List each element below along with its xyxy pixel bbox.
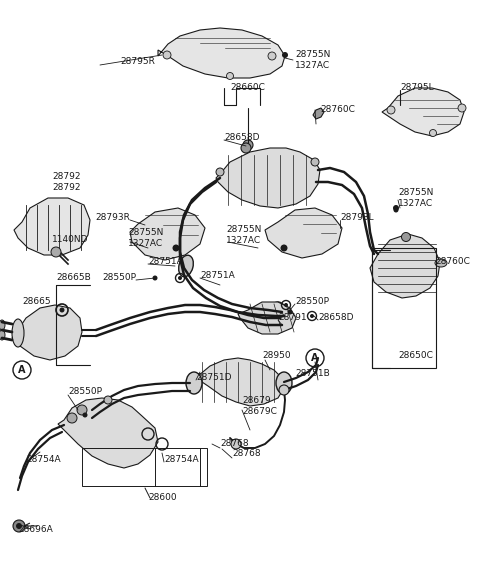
Polygon shape (158, 28, 285, 78)
Text: A: A (18, 365, 26, 375)
Text: 28600: 28600 (148, 494, 177, 502)
Text: 28793R: 28793R (95, 214, 130, 222)
Bar (82, 448, 207, 486)
Circle shape (387, 106, 395, 114)
Circle shape (284, 303, 288, 307)
Text: 28658D: 28658D (224, 133, 260, 143)
Circle shape (393, 205, 399, 211)
Polygon shape (14, 198, 90, 255)
Text: 28755N
1327AC: 28755N 1327AC (295, 50, 330, 70)
Circle shape (13, 361, 31, 379)
Text: 28650C: 28650C (398, 350, 433, 359)
Text: 28665B: 28665B (56, 274, 91, 282)
Text: 28768: 28768 (220, 440, 249, 448)
Circle shape (227, 73, 233, 79)
Text: 28760C: 28760C (435, 258, 470, 266)
Text: 28751A: 28751A (200, 271, 235, 279)
Text: 28751A: 28751A (148, 258, 183, 266)
Circle shape (104, 396, 112, 404)
Circle shape (401, 232, 410, 241)
Circle shape (77, 405, 87, 415)
Ellipse shape (12, 319, 24, 347)
Circle shape (279, 385, 289, 395)
Text: 28550P: 28550P (68, 387, 102, 396)
Text: 28751B: 28751B (295, 369, 330, 379)
Circle shape (67, 413, 77, 423)
Text: 28550P: 28550P (102, 274, 136, 282)
Text: 28755N
1327AC: 28755N 1327AC (128, 228, 163, 248)
Text: 1140ND: 1140ND (52, 235, 88, 245)
Circle shape (280, 245, 288, 251)
Ellipse shape (0, 330, 5, 340)
Circle shape (231, 439, 241, 449)
Text: 28660C: 28660C (230, 83, 265, 93)
Circle shape (241, 143, 251, 153)
Text: 28751D: 28751D (196, 373, 231, 383)
Ellipse shape (276, 372, 292, 394)
Ellipse shape (435, 259, 447, 267)
Bar (372, 248, 436, 368)
Text: 28658D: 28658D (318, 313, 353, 322)
Text: 28791: 28791 (278, 313, 307, 322)
Text: 28795R: 28795R (120, 58, 155, 66)
Circle shape (394, 207, 398, 212)
Polygon shape (12, 305, 82, 360)
Polygon shape (192, 358, 284, 406)
Text: 28755N
1327AC: 28755N 1327AC (226, 225, 262, 245)
Text: A: A (311, 353, 319, 363)
Circle shape (163, 51, 171, 59)
Text: 28665: 28665 (22, 298, 50, 306)
Text: 28793L: 28793L (340, 214, 373, 222)
Circle shape (458, 104, 466, 112)
Text: 28550P: 28550P (295, 298, 329, 306)
Circle shape (13, 520, 25, 532)
Circle shape (306, 349, 324, 367)
Circle shape (16, 523, 22, 529)
Polygon shape (216, 148, 320, 208)
Circle shape (282, 52, 288, 58)
Text: 28768: 28768 (232, 450, 261, 458)
Ellipse shape (270, 302, 286, 322)
Circle shape (51, 247, 61, 257)
Circle shape (216, 168, 224, 176)
Circle shape (268, 52, 276, 60)
Polygon shape (313, 108, 324, 119)
Polygon shape (370, 234, 440, 298)
Text: 28754A: 28754A (164, 456, 199, 464)
Text: 28792
28792: 28792 28792 (52, 173, 81, 192)
Text: 28950: 28950 (262, 352, 290, 360)
Polygon shape (58, 398, 158, 468)
Circle shape (311, 158, 319, 166)
Ellipse shape (0, 320, 5, 330)
Text: 28696A: 28696A (18, 525, 53, 535)
Text: 28754A: 28754A (26, 456, 60, 464)
Ellipse shape (186, 372, 202, 394)
Polygon shape (265, 208, 342, 258)
Circle shape (178, 276, 182, 280)
Circle shape (153, 275, 157, 281)
Text: 28795L: 28795L (400, 83, 433, 93)
Circle shape (60, 308, 64, 312)
Circle shape (310, 314, 314, 318)
Ellipse shape (179, 255, 193, 277)
Polygon shape (130, 208, 205, 260)
Circle shape (172, 245, 180, 251)
Circle shape (83, 413, 87, 417)
Text: 28679
28679C: 28679 28679C (242, 396, 277, 416)
Circle shape (288, 309, 292, 315)
Text: 28755N
1327AC: 28755N 1327AC (398, 188, 433, 208)
Circle shape (430, 130, 436, 137)
Polygon shape (382, 88, 464, 136)
Polygon shape (238, 302, 296, 334)
Text: 28760C: 28760C (320, 106, 355, 114)
Circle shape (243, 140, 253, 150)
